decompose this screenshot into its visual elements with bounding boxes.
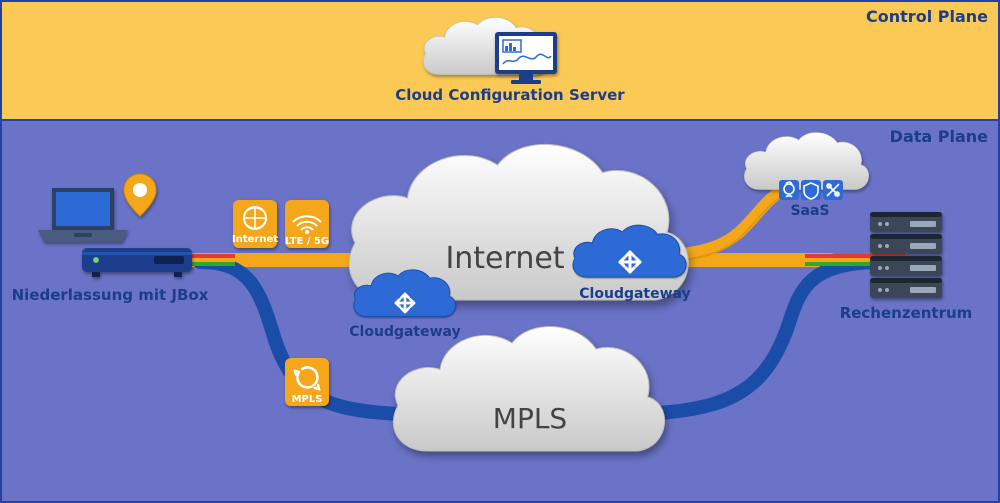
badge-mpls: MPLS <box>285 358 329 406</box>
svg-text:Internet: Internet <box>232 234 278 245</box>
data-plane-title: Data Plane <box>890 127 988 146</box>
cloudgateway-left-label: Cloudgateway <box>349 324 460 340</box>
mpls-label: MPLS <box>493 402 567 435</box>
svg-text:LTE / 5G: LTE / 5G <box>285 236 329 247</box>
branch-label: Niederlassung mit JBox <box>12 286 209 304</box>
saas-label: SaaS <box>790 203 829 219</box>
svg-text:MPLS: MPLS <box>292 394 323 405</box>
saas-tiles <box>779 180 843 200</box>
internet-label: Internet <box>445 241 564 276</box>
datacenter-label: Rechenzentrum <box>840 304 973 322</box>
cloudgateway-right-label: Cloudgateway <box>579 286 690 302</box>
control-plane-title: Control Plane <box>866 7 988 26</box>
config-server-label: Cloud Configuration Server <box>395 86 625 104</box>
badge-internet: Internet <box>232 200 278 248</box>
badge-lte: LTE / 5G <box>285 200 329 248</box>
